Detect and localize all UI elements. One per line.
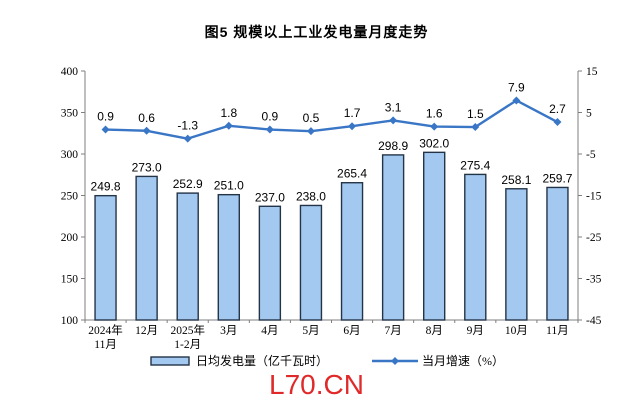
y-axis-right-tick-label: -15	[586, 191, 602, 203]
line-point-marker	[183, 134, 192, 143]
x-axis-label: 12月	[135, 325, 158, 337]
y-axis-right-tick-label: -45	[586, 315, 602, 327]
line-value-label: -1.3	[177, 119, 198, 133]
line-point-marker	[389, 116, 398, 125]
y-axis-left-tick-label: 250	[61, 191, 79, 203]
y-axis-right-tick-label: 5	[586, 108, 592, 120]
y-axis-right-tick-label: -5	[586, 149, 596, 161]
line-value-label: 0.6	[138, 111, 155, 125]
chart-title: 图5 规模以上工业发电量月度走势	[204, 24, 429, 40]
line-value-label: 1.6	[426, 107, 443, 121]
legend-item-bar: 日均发电量（亿千瓦时）	[150, 352, 328, 369]
watermark-text: L70.CN	[269, 369, 364, 400]
y-axis-left-tick-label: 100	[61, 315, 79, 327]
y-axis-left-tick-label: 200	[61, 232, 79, 244]
bar	[176, 192, 199, 321]
bar	[258, 205, 282, 321]
x-axis-label: 9月	[467, 325, 484, 337]
x-axis-label: 2024年	[88, 323, 123, 337]
x-axis-label: 8月	[426, 325, 443, 337]
bar	[423, 151, 446, 321]
line-point-marker	[142, 126, 151, 135]
line-value-label: 0.9	[97, 110, 114, 124]
line-point-marker	[101, 125, 110, 134]
bar	[464, 173, 487, 321]
line-point-marker	[348, 122, 357, 131]
bar	[94, 194, 117, 321]
bar-value-label: 258.1	[501, 173, 531, 187]
line-point-marker	[430, 122, 439, 131]
bar	[299, 204, 323, 321]
line-value-label: 1.7	[344, 106, 361, 120]
x-axis-label: 7月	[385, 325, 402, 337]
y-axis-right-tick-label: -25	[586, 232, 602, 244]
y-axis-left-tick-label: 400	[61, 66, 79, 78]
line-point-marker	[471, 123, 480, 132]
line-series-swatch-icon	[372, 356, 418, 365]
bar-series-swatch-icon	[150, 355, 190, 366]
line-value-label: 3.1	[385, 100, 402, 114]
y-axis-left-tick-label: 300	[61, 149, 79, 161]
line-value-label: 1.8	[220, 106, 237, 120]
bar-value-label: 265.4	[337, 167, 367, 181]
line-point-marker	[553, 118, 562, 127]
bar-value-label: 298.9	[378, 139, 408, 153]
bar-value-label: 238.0	[296, 189, 326, 203]
x-axis-label: 3月	[220, 325, 237, 337]
x-axis-label: 11月	[94, 339, 117, 351]
bar	[340, 182, 364, 321]
bar-value-label: 249.8	[91, 180, 121, 194]
x-axis-label: 5月	[302, 325, 319, 337]
bar-value-label: 237.0	[255, 190, 285, 204]
y-axis-right-tick-label: 15	[586, 66, 598, 78]
bar	[217, 193, 240, 321]
x-axis-label: 2025年	[170, 323, 205, 337]
line-point-marker	[265, 125, 274, 134]
bar-value-label: 252.9	[173, 177, 203, 191]
legend-bar-label: 日均发电量（亿千瓦时）	[196, 354, 329, 368]
bar-value-label: 302.0	[419, 136, 449, 150]
x-axis-label: 6月	[343, 325, 360, 337]
growth-line	[105, 99, 559, 140]
legend-item-line: 当月增速（%）	[372, 352, 504, 369]
x-axis-label: 10月	[505, 325, 528, 337]
line-point-marker	[224, 121, 233, 130]
line-value-label: 0.9	[262, 110, 279, 124]
bar-value-label: 275.4	[460, 158, 490, 172]
y-axis-left-tick-label: 150	[61, 274, 79, 286]
line-point-marker	[512, 96, 521, 105]
bar	[505, 188, 528, 321]
bar	[381, 154, 405, 321]
x-axis-label: 4月	[261, 325, 278, 337]
bar-value-label: 259.7	[542, 171, 572, 185]
bar-value-label: 273.0	[132, 160, 162, 174]
line-value-label: 7.9	[508, 80, 525, 94]
line-value-label: 1.5	[467, 107, 484, 121]
line-value-label: 2.7	[549, 102, 566, 116]
bar-value-label: 251.0	[214, 179, 244, 193]
bar	[546, 186, 569, 321]
legend-line-label: 当月增速（%）	[422, 354, 504, 368]
line-value-label: 0.5	[303, 111, 320, 125]
y-axis-right-tick-label: -35	[586, 274, 602, 286]
bar	[135, 175, 158, 321]
x-axis-label: 11月	[546, 325, 569, 337]
x-axis-label: 1-2月	[174, 339, 201, 351]
y-axis-left-tick-label: 350	[61, 108, 79, 120]
line-point-marker	[306, 127, 315, 136]
